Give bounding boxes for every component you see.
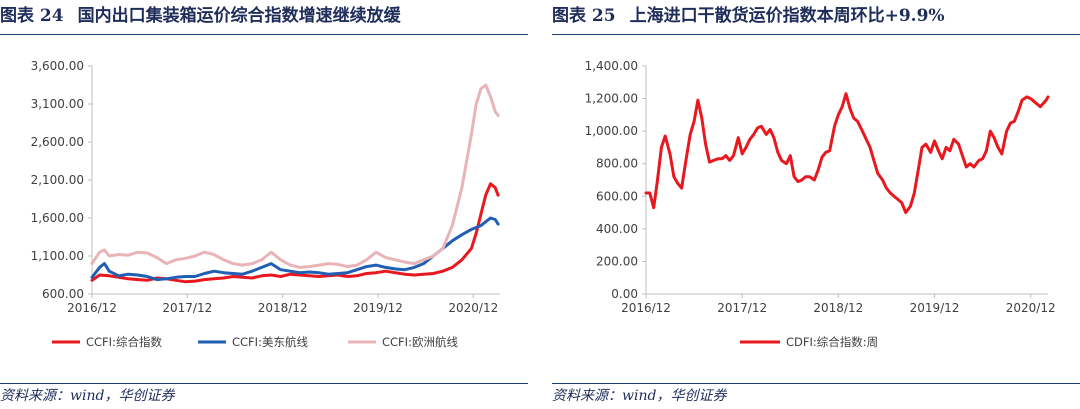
figure-title-text: 国内出口集装箱运价综合指数增速继续放缓 [77, 6, 401, 26]
y-tick-label: 1,100.00 [31, 249, 84, 263]
y-tick-label: 3,100.00 [31, 97, 84, 111]
x-tick-label: 2017/12 [717, 301, 767, 315]
figure-label: 图表 25 [552, 6, 616, 26]
legend-label-0: CDFI:综合指数:周 [786, 335, 878, 349]
y-tick-label: 0.00 [611, 287, 638, 301]
series-line-0 [644, 92, 1050, 215]
x-tick-label: 2020/12 [448, 301, 498, 315]
figure-label: 图表 24 [0, 6, 64, 26]
x-tick-label: 2016/12 [67, 301, 117, 315]
figure-title-text: 上海进口干散货运价指数本周环比+9.9% [629, 6, 945, 26]
y-tick-label: 1,000.00 [585, 124, 638, 138]
source-note: 资料来源：wind，华创证券 [0, 388, 175, 404]
figure-title: 图表 25 上海进口干散货运价指数本周环比+9.9% [552, 2, 945, 30]
title-divider [552, 34, 1080, 35]
figure-panel-25: 图表 25 上海进口干散货运价指数本周环比+9.9% 1,400.00 1,200.… [552, 0, 1080, 409]
x-tick-label: 2016/12 [621, 301, 671, 315]
x-tick-label: 2019/12 [353, 301, 403, 315]
y-tick-label: 1,600.00 [31, 211, 84, 225]
x-tick-label: 2020/12 [1006, 301, 1056, 315]
legend-label-2: CCFI:欧洲航线 [382, 335, 458, 349]
title-divider [0, 34, 528, 35]
y-tick-label: 400.00 [596, 222, 638, 236]
series-line-2 [90, 83, 500, 269]
x-tick-label: 2018/12 [813, 301, 863, 315]
cdfi-line-chart: 1,400.00 1,200.00 1,000.00 800.00 600.00 400.… [585, 59, 1056, 349]
x-tick-label: 2018/12 [258, 301, 308, 315]
figure-panel-24: 图表 24 国内出口集装箱运价综合指数增速继续放缓 3,600.00 3,100.0… [0, 0, 528, 409]
y-tick-label: 200.00 [596, 254, 638, 268]
ccfi-line-chart: 3,600.00 3,100.00 2,600.00 2,100.00 1,600.00… [31, 59, 500, 349]
y-tick-label: 3,600.00 [31, 59, 84, 73]
y-tick-label: 1,400.00 [585, 59, 638, 73]
series-line-1 [90, 216, 500, 282]
source-divider [552, 383, 1080, 384]
figure-title: 图表 24 国内出口集装箱运价综合指数增速继续放缓 [0, 2, 401, 30]
legend-label-0: CCFI:综合指数 [86, 335, 162, 349]
x-tick-label: 2017/12 [162, 301, 212, 315]
y-tick-label: 2,600.00 [31, 135, 84, 149]
x-tick-label: 2019/12 [910, 301, 960, 315]
y-tick-label: 800.00 [596, 157, 638, 171]
legend-label-1: CCFI:美东航线 [232, 335, 308, 349]
y-tick-label: 1,200.00 [585, 92, 638, 106]
y-tick-label: 600.00 [596, 189, 638, 203]
source-note: 资料来源：wind，华创证券 [552, 388, 727, 404]
y-tick-label: 2,100.00 [31, 173, 84, 187]
source-divider [0, 383, 528, 384]
y-tick-label: 600.00 [42, 287, 84, 301]
